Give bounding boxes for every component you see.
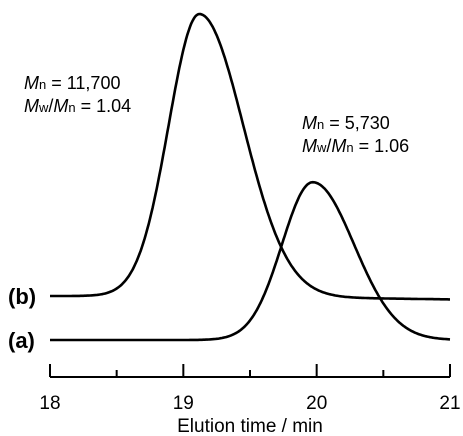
annotation-a-mwmn: Mw/Mn = 1.06	[302, 136, 409, 156]
series-a-label: (a)	[8, 328, 35, 353]
annotation-a-mn: Mn = 5,730	[302, 113, 390, 133]
x-tick-label-20: 20	[306, 393, 327, 414]
series-b-label: (b)	[8, 284, 36, 309]
x-tick-label-18: 18	[39, 393, 60, 414]
series-a-line	[50, 180, 451, 342]
annotation-b-mwmn: Mw/Mn = 1.04	[24, 96, 131, 116]
x-axis-ticks	[49, 364, 451, 377]
x-axis-title: Elution time / min	[177, 416, 323, 436]
annotation-b-mn: Mn = 11,700	[24, 73, 120, 93]
x-tick-label-19: 19	[173, 393, 194, 414]
x-tick-label-21: 21	[439, 393, 460, 414]
series-b-line	[50, 12, 450, 301]
